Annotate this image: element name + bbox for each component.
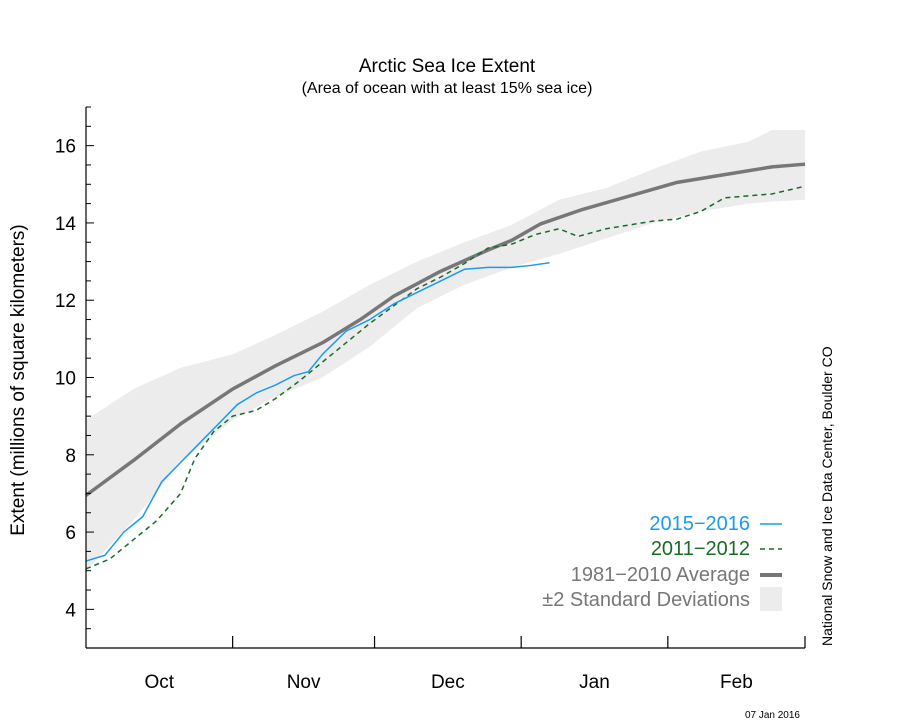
legend-label-2011-2012: 2011−2012: [651, 538, 750, 560]
x-tick-label-nov: Nov: [287, 672, 321, 693]
chart-title: Arctic Sea Ice Extent: [359, 56, 536, 77]
series-line-2015-2016: [85, 261, 550, 562]
series-line-2011-2012: [85, 185, 806, 570]
x-tick-label-jan: Jan: [579, 672, 610, 693]
axes: 4 6 8 10 12 14 16 Oct Nov Dec Jan Feb: [55, 106, 806, 693]
plot-area: [84, 130, 806, 571]
y-tick-label: 16: [55, 137, 76, 158]
date-stamp: 07 Jan 2016: [745, 710, 800, 720]
x-tick-label-dec: Dec: [431, 672, 465, 693]
series-line-1981-2010: [84, 162, 806, 497]
y-tick-label: 10: [55, 369, 76, 390]
y-axis-label: Extent (millions of square kilometers): [8, 224, 29, 536]
y-tick-label: 8: [65, 446, 76, 467]
x-tick-label-oct: Oct: [145, 672, 175, 693]
legend-label-std-dev: ±2 Standard Deviations: [542, 589, 750, 611]
x-tick-label-feb: Feb: [720, 672, 753, 693]
chart-subtitle: (Area of ocean with at least 15% sea ice…: [302, 80, 593, 97]
y-tick-label: 12: [55, 291, 76, 312]
y-tick-label: 4: [65, 600, 76, 621]
y-tick-label: 6: [65, 523, 76, 544]
std-dev-band: [86, 130, 805, 571]
y-tick-label: 14: [55, 214, 77, 235]
legend-label-2015-2016: 2015−2016: [649, 513, 750, 535]
legend: 2015−2016 2011−2012 1981−2010 Average ±2…: [542, 513, 782, 611]
legend-swatch-std-dev: [760, 587, 782, 611]
credit-text: National Snow and Ice Data Center, Bould…: [819, 346, 835, 646]
legend-label-average: 1981−2010 Average: [571, 564, 750, 586]
